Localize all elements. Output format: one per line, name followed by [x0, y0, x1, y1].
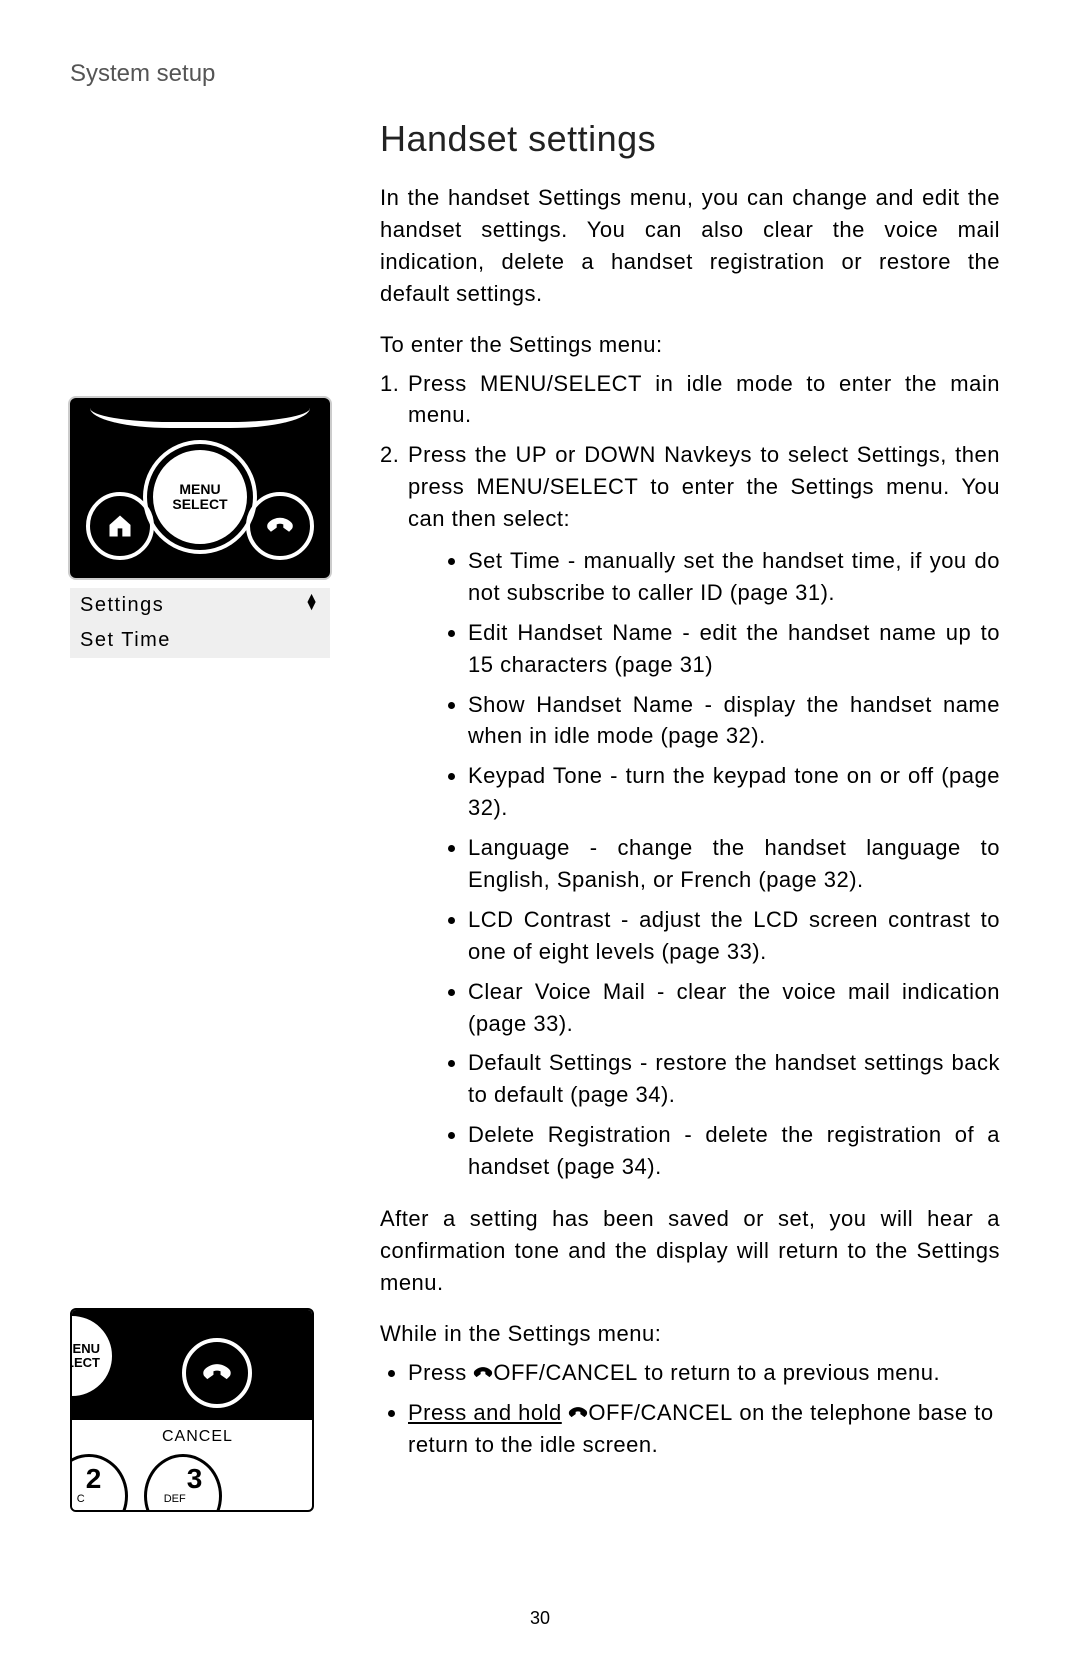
- submenu-item-name: Clear Voice Mail: [468, 979, 645, 1004]
- menu-select-button-figure: MENU SELECT: [153, 450, 247, 544]
- settings-submenu-list: Set Time - manually set the handset time…: [408, 545, 1000, 1183]
- while-in-settings-lead: While in the Settings menu:: [380, 1321, 1000, 1347]
- submenu-item-name: Set Time: [468, 548, 560, 573]
- off-button-figure: [246, 492, 314, 560]
- submenu-item: Edit Handset Name - edit the handset nam…: [468, 617, 1000, 681]
- phone-top-illustration: MENU SELECT: [70, 398, 330, 578]
- page-number: 30: [0, 1608, 1080, 1629]
- submenu-item: Default Settings - restore the handset s…: [468, 1047, 1000, 1111]
- submenu-item-name: Default Settings: [468, 1050, 632, 1075]
- submenu-item: Language - change the handset language t…: [468, 832, 1000, 896]
- lcd-line2: Set Time: [80, 629, 171, 652]
- submenu-item: Keypad Tone - turn the keypad tone on or…: [468, 760, 1000, 824]
- home-icon: [106, 512, 134, 540]
- submenu-item: Set Time - manually set the handset time…: [468, 545, 1000, 609]
- submenu-item-name: Delete Registration: [468, 1122, 671, 1147]
- phone-hangup-icon: [568, 1400, 588, 1420]
- cancel-label-figure: CANCEL: [162, 1428, 233, 1446]
- submenu-item-name: Language: [468, 835, 570, 860]
- enter-settings-lead: To enter the Settings menu:: [380, 332, 1000, 358]
- steps-list: Press MENU/SELECT in idle mode to enter …: [380, 368, 1000, 1183]
- page-title: Handset settings: [380, 118, 1000, 160]
- lcd-line1: Settings: [80, 594, 164, 617]
- submenu-item-name: Keypad Tone: [468, 763, 603, 788]
- intro-paragraph: In the handset Settings menu, you can ch…: [380, 182, 1000, 310]
- action-press-hold-off-cancel: Press and hold OFF/CANCEL on the telepho…: [408, 1397, 1000, 1461]
- action-press-off-cancel: Press OFF/CANCEL to return to a previous…: [408, 1357, 1000, 1389]
- home-button-figure: [86, 492, 154, 560]
- phone-hangup-icon: [473, 1360, 493, 1380]
- handset-lcd-figure: Settings ▲▼ Set Time: [70, 588, 330, 658]
- phone-off-icon: [266, 512, 294, 540]
- submenu-item: LCD Contrast - adjust the LCD screen con…: [468, 904, 1000, 968]
- step-1: Press MENU/SELECT in idle mode to enter …: [406, 368, 1000, 432]
- select-label: SELECT: [172, 497, 227, 512]
- step-2: Press the UP or DOWN Navkeys to select S…: [406, 439, 1000, 1183]
- submenu-item-name: Edit Handset Name: [468, 620, 673, 645]
- menu-label: MENU: [179, 482, 220, 497]
- submenu-item: Show Handset Name - display the handset …: [468, 689, 1000, 753]
- breadcrumb: System setup: [70, 60, 1000, 88]
- submenu-item-name: Show Handset Name: [468, 692, 693, 717]
- after-save-paragraph: After a setting has been saved or set, y…: [380, 1203, 1000, 1299]
- phone-bottom-illustration: ENU LECT CANCEL C 2 DEF 3: [70, 1308, 314, 1512]
- submenu-item: Delete Registration - delete the registr…: [468, 1119, 1000, 1183]
- submenu-item-name: LCD Contrast: [468, 907, 611, 932]
- submenu-item: Clear Voice Mail - clear the voice mail …: [468, 976, 1000, 1040]
- keypad-2-figure: C 2: [70, 1454, 128, 1512]
- off-button-partial-figure: [182, 1338, 252, 1408]
- keypad-3-figure: DEF 3: [144, 1454, 222, 1512]
- actions-list: Press OFF/CANCEL to return to a previous…: [380, 1357, 1000, 1461]
- updown-arrows-icon: ▲▼: [305, 594, 320, 617]
- phone-off-icon: [202, 1358, 232, 1388]
